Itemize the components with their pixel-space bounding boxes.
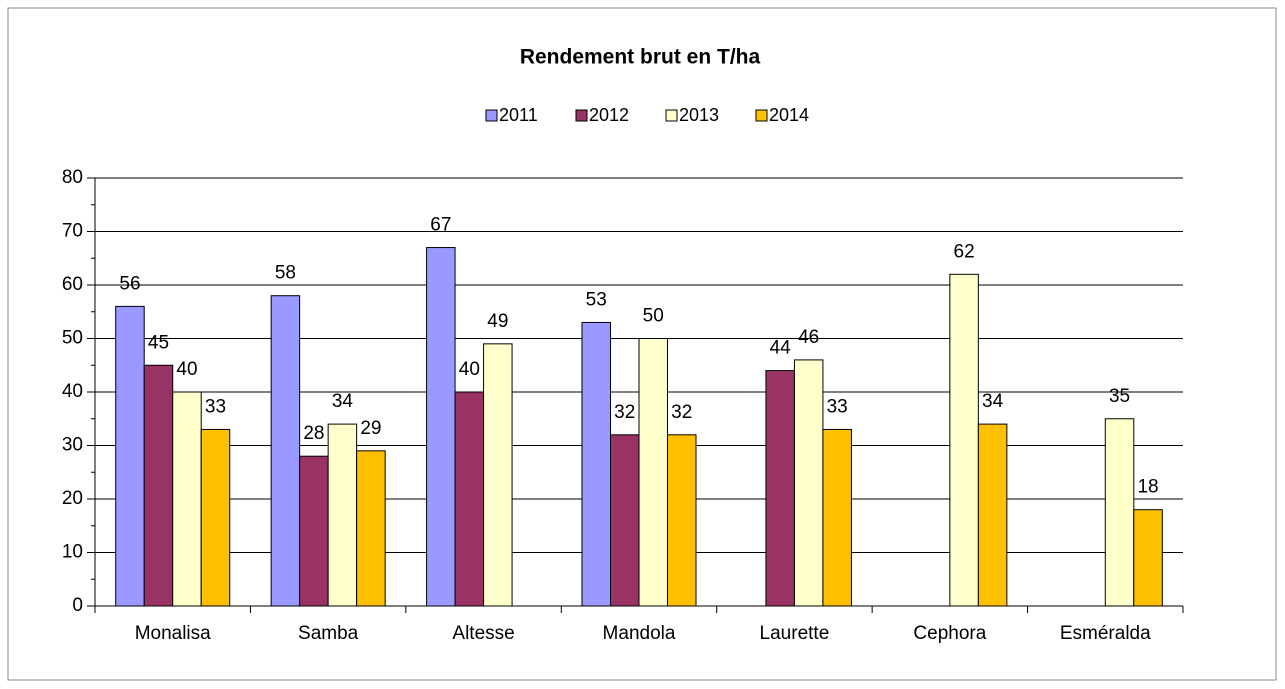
bar — [610, 434, 640, 607]
data-label: 45 — [148, 332, 169, 353]
y-tick-label: 10 — [62, 542, 83, 563]
y-tick-label: 80 — [62, 167, 83, 188]
bar — [270, 295, 301, 607]
data-label: 33 — [205, 396, 226, 417]
y-tick-label: 70 — [62, 221, 83, 242]
bar — [581, 321, 611, 607]
legend-swatch — [485, 109, 498, 122]
legend-label: 2011 — [499, 105, 538, 125]
x-tick-label: Samba — [298, 623, 359, 644]
data-label: 40 — [176, 359, 197, 380]
y-tick-label: 60 — [62, 274, 83, 295]
y-tick-label: 40 — [62, 381, 83, 402]
bar — [483, 343, 513, 607]
legend-swatch — [755, 109, 768, 122]
bar — [327, 423, 358, 607]
bar — [143, 364, 174, 607]
data-label: 35 — [1109, 386, 1130, 407]
bar — [638, 338, 668, 607]
x-tick-label: Esméralda — [1060, 623, 1151, 644]
data-label: 58 — [275, 263, 296, 284]
chart-title: Rendement brut en T/ha — [520, 46, 761, 69]
data-label: 34 — [332, 391, 354, 412]
legend-label: 2014 — [769, 105, 809, 125]
bar — [1104, 418, 1135, 607]
data-label: 34 — [982, 391, 1004, 412]
legend-swatch — [575, 109, 588, 122]
x-tick-label: Laurette — [760, 623, 830, 644]
bar — [977, 423, 1008, 607]
data-label: 32 — [671, 402, 692, 423]
data-label: 28 — [303, 423, 324, 444]
legend-label: 2013 — [679, 105, 719, 125]
bar — [356, 450, 386, 607]
legend-swatch — [665, 109, 678, 122]
y-tick-label: 20 — [62, 488, 83, 509]
data-label: 62 — [954, 241, 975, 262]
data-label: 67 — [430, 215, 451, 236]
data-label: 46 — [798, 327, 819, 348]
data-label: 44 — [770, 338, 792, 359]
data-label: 56 — [119, 273, 140, 294]
y-tick-label: 0 — [72, 595, 83, 616]
bar — [454, 391, 485, 607]
y-tick-label: 30 — [62, 435, 83, 456]
data-label: 18 — [1137, 477, 1158, 498]
bar — [426, 247, 456, 607]
bar — [299, 455, 329, 607]
bar — [1133, 509, 1163, 607]
bar — [793, 359, 824, 607]
data-label: 32 — [614, 402, 635, 423]
x-tick-label: Mandola — [603, 623, 676, 644]
bar — [172, 391, 202, 607]
x-tick-label: Monalisa — [135, 623, 211, 644]
x-tick-label: Altesse — [452, 623, 514, 644]
bar — [949, 273, 979, 607]
bar — [115, 305, 145, 607]
data-label: 33 — [827, 396, 848, 417]
bar — [667, 434, 697, 607]
bar — [200, 428, 231, 607]
data-label: 49 — [487, 311, 508, 332]
data-label: 53 — [586, 289, 607, 310]
data-label: 50 — [643, 306, 664, 327]
x-tick-label: Cephora — [913, 623, 986, 644]
legend-label: 2012 — [589, 105, 629, 125]
y-tick-label: 50 — [62, 328, 83, 349]
bar — [822, 428, 852, 607]
data-label: 29 — [360, 418, 381, 439]
data-label: 40 — [459, 359, 480, 380]
bar — [765, 370, 795, 607]
